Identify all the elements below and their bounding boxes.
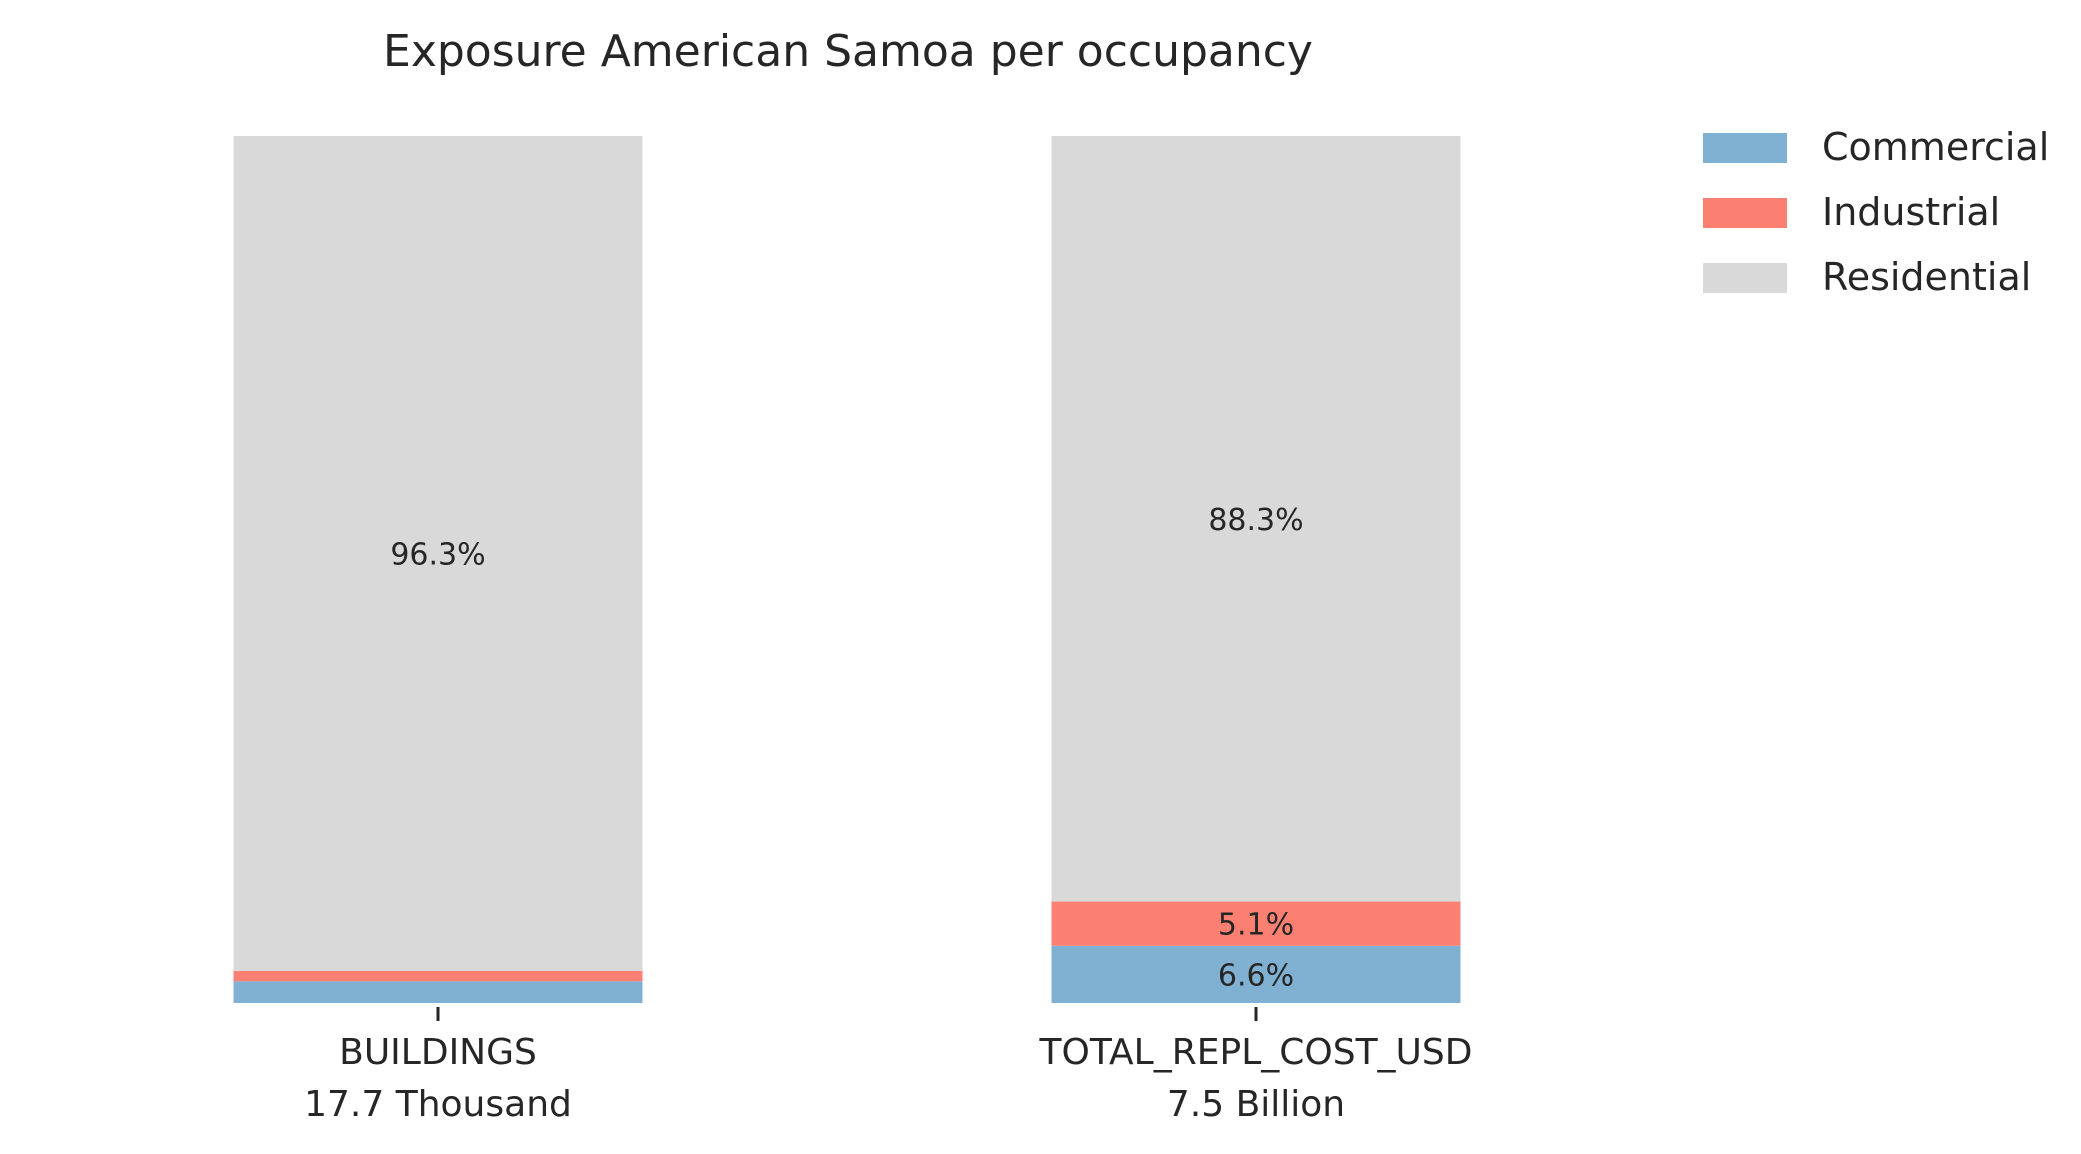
legend-label-residential: Residential	[1822, 255, 2031, 299]
data-label-industrial-1: 5.1%	[1218, 908, 1294, 943]
legend-swatch-commercial	[1703, 133, 1787, 163]
legend-swatch-industrial	[1703, 198, 1787, 228]
legend-label-commercial: Commercial	[1822, 125, 2049, 169]
bar-segment-residential-0	[233, 136, 643, 971]
bar-segment-industrial-1	[1051, 901, 1461, 946]
bar-segment-commercial-1	[1051, 945, 1461, 1003]
x-tick-sublabel-1: 7.5 Billion	[1167, 1084, 1345, 1125]
data-label-commercial-1: 6.6%	[1218, 958, 1294, 993]
x-tick-label-1: TOTAL_REPL_COST_USD	[1039, 1032, 1473, 1073]
x-tick-sublabel-0: 17.7 Thousand	[304, 1084, 572, 1125]
data-label-residential-0: 96.3%	[390, 537, 485, 572]
x-tick-label-0: BUILDINGS	[339, 1032, 537, 1073]
chart-title: Exposure American Samoa per occupancy	[383, 26, 1313, 77]
legend: Commercial Industrial Residential	[1703, 125, 2049, 299]
bars-layer: 96.3% 6.6% 5.1% 88.3%	[233, 136, 1461, 1003]
bar-segment-commercial-0	[233, 981, 643, 1003]
legend-swatch-residential	[1703, 263, 1787, 293]
bar-segment-residential-1	[1051, 136, 1461, 902]
data-label-residential-1: 88.3%	[1208, 503, 1303, 538]
bar-segment-industrial-0	[233, 970, 643, 982]
x-axis: BUILDINGS 17.7 Thousand TOTAL_REPL_COST_US…	[304, 1007, 1472, 1125]
legend-label-industrial: Industrial	[1822, 190, 2000, 234]
